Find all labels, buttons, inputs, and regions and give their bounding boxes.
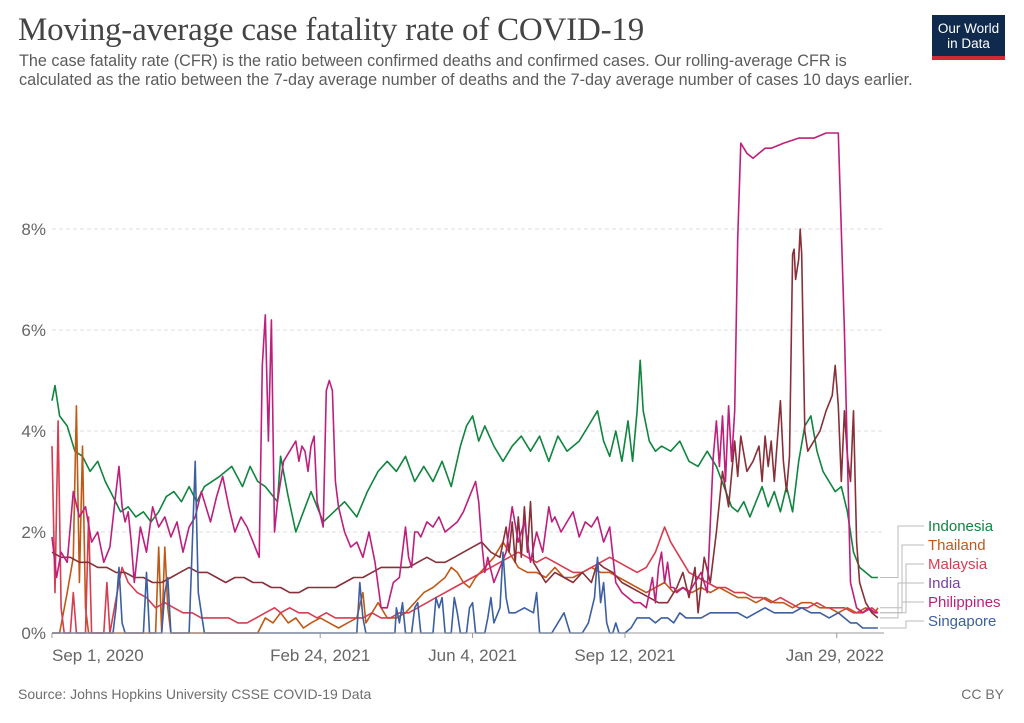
legend-connector bbox=[879, 582, 924, 619]
chart-subtitle: The case fatality rate (CFR) is the rati… bbox=[19, 52, 913, 89]
legend-connector bbox=[879, 544, 924, 609]
series-line-indonesia[interactable] bbox=[51, 359, 878, 579]
x-tick-label: Sep 12, 2021 bbox=[574, 646, 675, 665]
legend-connector bbox=[879, 620, 924, 629]
grid-lines bbox=[52, 228, 884, 533]
x-tick-label: Sep 1, 2020 bbox=[52, 646, 144, 665]
source-note: Source: Johns Hopkins University CSSE CO… bbox=[18, 686, 372, 702]
legend: Indonesia Thailand Malaysia India Philippine… bbox=[879, 518, 1001, 630]
x-tick-label: Jan 29, 2022 bbox=[786, 646, 884, 665]
legend-label-indonesia[interactable]: Indonesia bbox=[928, 518, 994, 535]
x-tick-label: Feb 24, 2021 bbox=[270, 646, 370, 665]
y-tick-label: 8% bbox=[21, 220, 46, 239]
legend-connector bbox=[879, 601, 924, 614]
owid-logo[interactable]: Our World in Data bbox=[932, 15, 1005, 60]
x-tick-label: Jun 4, 2021 bbox=[428, 646, 517, 665]
axes: 0% 2% 4% 6% 8% Sep 1, 2020 Feb 24, 2021 Jun 4, … bbox=[21, 220, 884, 665]
y-tick-label: 2% bbox=[21, 523, 46, 542]
y-tick-label: 6% bbox=[21, 321, 46, 340]
series-lines bbox=[51, 132, 879, 634]
logo-line-1: Our World bbox=[937, 21, 1000, 36]
y-tick-label: 0% bbox=[21, 624, 46, 643]
logo-line-2: in Data bbox=[947, 36, 990, 51]
chart-title: Moving-average case fatality rate of COV… bbox=[18, 12, 644, 48]
legend-label-singapore[interactable]: Singapore bbox=[928, 613, 996, 630]
legend-label-thailand[interactable]: Thailand bbox=[928, 537, 986, 554]
series-line-philippines[interactable] bbox=[51, 132, 878, 614]
legend-label-philippines[interactable]: Philippines bbox=[928, 594, 1001, 611]
legend-label-india[interactable]: India bbox=[928, 575, 961, 592]
legend-connector bbox=[879, 525, 924, 578]
series-line-malaysia[interactable] bbox=[51, 420, 879, 634]
license-link[interactable]: CC BY bbox=[961, 686, 1004, 702]
legend-label-malaysia[interactable]: Malaysia bbox=[928, 556, 988, 573]
y-tick-label: 4% bbox=[21, 422, 46, 441]
series-line-thailand[interactable] bbox=[52, 405, 879, 634]
series-line-india[interactable] bbox=[51, 228, 879, 619]
series-line-singapore[interactable] bbox=[52, 460, 878, 634]
